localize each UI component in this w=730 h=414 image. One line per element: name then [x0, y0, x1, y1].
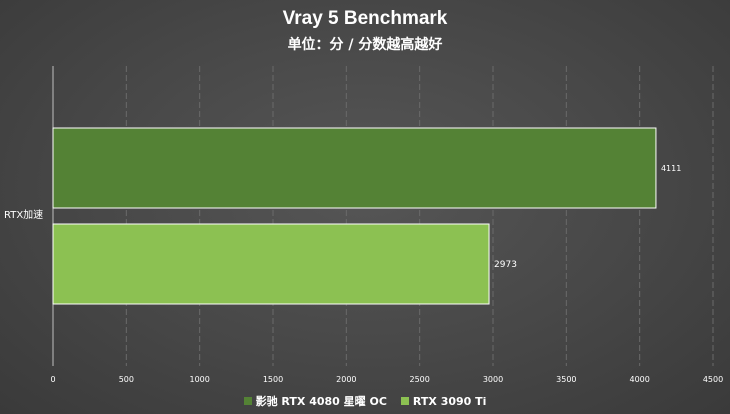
x-tick-label: 3500 — [556, 375, 576, 384]
x-tick-label: 0 — [50, 375, 55, 384]
legend-item-3090ti: RTX 3090 Ti — [400, 394, 487, 408]
legend-swatch-4080 — [243, 397, 252, 405]
x-tick-label: 4500 — [703, 375, 723, 384]
legend-item-4080: 影驰 RTX 4080 星曜 OC — [243, 393, 387, 409]
x-tick-label: 4000 — [629, 375, 649, 384]
data-label: 2973 — [494, 260, 517, 270]
x-tick-label: 3000 — [483, 375, 503, 384]
x-tick-label: 500 — [119, 375, 134, 384]
legend: 影驰 RTX 4080 星曜 OC RTX 3090 Ti — [0, 393, 730, 409]
chart-subtitle: 单位：分 / 分数越高越好 — [287, 37, 443, 53]
chart-title: Vray 5 Benchmark — [282, 8, 448, 29]
legend-label-4080: 影驰 RTX 4080 星曜 OC — [255, 395, 387, 408]
x-tick-label: 1500 — [263, 375, 283, 384]
bar-rtx-3090ti — [52, 223, 490, 305]
legend-label-3090ti: RTX 3090 Ti — [412, 394, 487, 408]
x-tick-label: 2500 — [409, 375, 429, 384]
x-tick-label: 1000 — [189, 375, 209, 384]
x-tick-label: 2000 — [336, 375, 356, 384]
data-label: 4111 — [661, 164, 681, 173]
y-category-label: RTX加速 — [4, 209, 43, 221]
legend-swatch-3090ti — [400, 397, 409, 405]
bar-rtx-4080 — [52, 127, 657, 209]
